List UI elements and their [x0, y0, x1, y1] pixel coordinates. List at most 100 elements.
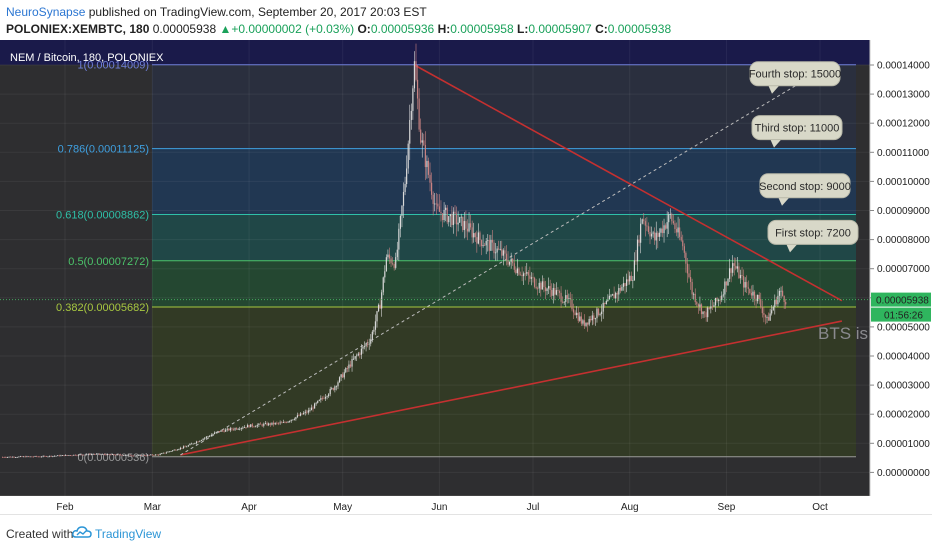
callout-label: Second stop: 9000	[759, 181, 851, 193]
candle-body	[148, 454, 150, 456]
fib-zone	[152, 64, 856, 149]
fib-zone	[152, 260, 856, 308]
candle-body	[167, 451, 169, 453]
candle-body	[236, 428, 238, 430]
tradingview-brand-link[interactable]: TradingView	[95, 527, 162, 541]
candle-body	[256, 424, 258, 427]
candle-body	[71, 455, 73, 457]
candle-body	[552, 287, 554, 296]
candle-body	[622, 283, 625, 287]
candle-body	[722, 294, 724, 296]
candle-body	[749, 288, 751, 294]
candle-body	[627, 279, 629, 282]
candle-body	[82, 454, 85, 456]
candle-body	[521, 274, 523, 277]
candle-body	[81, 454, 83, 456]
candle-body	[172, 450, 174, 452]
candle-body	[186, 446, 188, 448]
candle-body	[753, 291, 756, 299]
candle-body	[10, 456, 12, 458]
candle-body	[616, 292, 618, 295]
candle-body	[482, 245, 484, 247]
author-link[interactable]: NeuroSynapse	[6, 5, 86, 19]
price-tick-label: 0.00000000	[877, 468, 930, 479]
candle-body	[318, 399, 320, 401]
candle-body	[733, 263, 735, 266]
symbol-label: POLONIEX:XEMBTC, 180	[6, 22, 150, 36]
candle-body	[739, 275, 742, 279]
candle-body	[136, 455, 138, 457]
time-tick-label: Aug	[621, 502, 639, 513]
candle-body	[102, 454, 104, 455]
time-axis-panel	[0, 496, 870, 514]
candle-body	[434, 203, 436, 205]
time-tick-label: Oct	[812, 502, 828, 513]
candle-body	[90, 454, 93, 455]
candle-body	[785, 301, 787, 305]
candle-body	[195, 441, 198, 444]
candle-body	[338, 377, 341, 383]
candle-body	[611, 294, 614, 296]
candle-body	[331, 388, 333, 389]
candle-body	[413, 61, 416, 89]
candle-body	[538, 282, 540, 289]
candle-body	[215, 431, 217, 433]
candle-body	[36, 456, 38, 457]
candle-body	[569, 298, 572, 300]
candle-body	[697, 304, 699, 307]
candle-body	[381, 292, 383, 309]
candle-body	[510, 258, 512, 262]
candle-body	[6, 456, 9, 458]
candle-body	[385, 257, 387, 272]
price-chart[interactable]: 1(0.00014009) 0.786(0.00011125) 0.618(0.00…	[0, 40, 932, 514]
candle-body	[718, 299, 720, 301]
candle-body	[396, 249, 398, 258]
trendline-lower	[180, 320, 843, 456]
candle-body	[758, 294, 760, 300]
low-label: L:	[516, 22, 529, 36]
candle-body	[349, 364, 352, 367]
candle-body	[178, 449, 180, 450]
candle-body	[314, 403, 316, 409]
trendline-projection	[180, 76, 811, 456]
candle-body	[388, 254, 391, 259]
candle-body	[94, 454, 96, 455]
candle-body	[31, 456, 33, 458]
candle-body	[543, 281, 545, 288]
candle-body	[449, 214, 451, 217]
candle-body	[116, 454, 118, 456]
candle-body	[583, 320, 586, 326]
candle-body	[220, 430, 222, 432]
candle-body	[498, 248, 500, 250]
fib-zone	[152, 214, 856, 261]
candle-body	[309, 410, 311, 412]
candle-body	[49, 455, 51, 457]
candle-body	[523, 273, 525, 277]
candle-body	[199, 440, 201, 442]
candle-body	[728, 268, 731, 279]
candle-body	[783, 295, 785, 302]
candle-body	[205, 436, 207, 438]
candle-body	[343, 372, 345, 378]
candle-body	[496, 248, 498, 253]
candle-body	[502, 250, 504, 256]
high-label: H:	[437, 22, 451, 36]
candle-body	[3, 456, 5, 458]
candle-body	[605, 301, 607, 305]
candle-body	[658, 232, 660, 237]
candle-body	[647, 226, 650, 232]
candle-body	[393, 264, 395, 268]
candle-body	[741, 275, 743, 277]
candle-body	[345, 367, 347, 373]
candle-body	[154, 454, 157, 456]
candle-body	[359, 353, 361, 355]
fib-level-label: 1(0.00014009)	[77, 60, 149, 72]
candle-body	[197, 441, 199, 443]
candle-body	[255, 426, 257, 428]
candle-body	[287, 421, 289, 423]
candle-body	[52, 456, 54, 457]
candle-body	[360, 348, 362, 355]
candle-body	[610, 295, 612, 297]
candle-body	[323, 398, 325, 400]
candle-body	[373, 329, 375, 332]
